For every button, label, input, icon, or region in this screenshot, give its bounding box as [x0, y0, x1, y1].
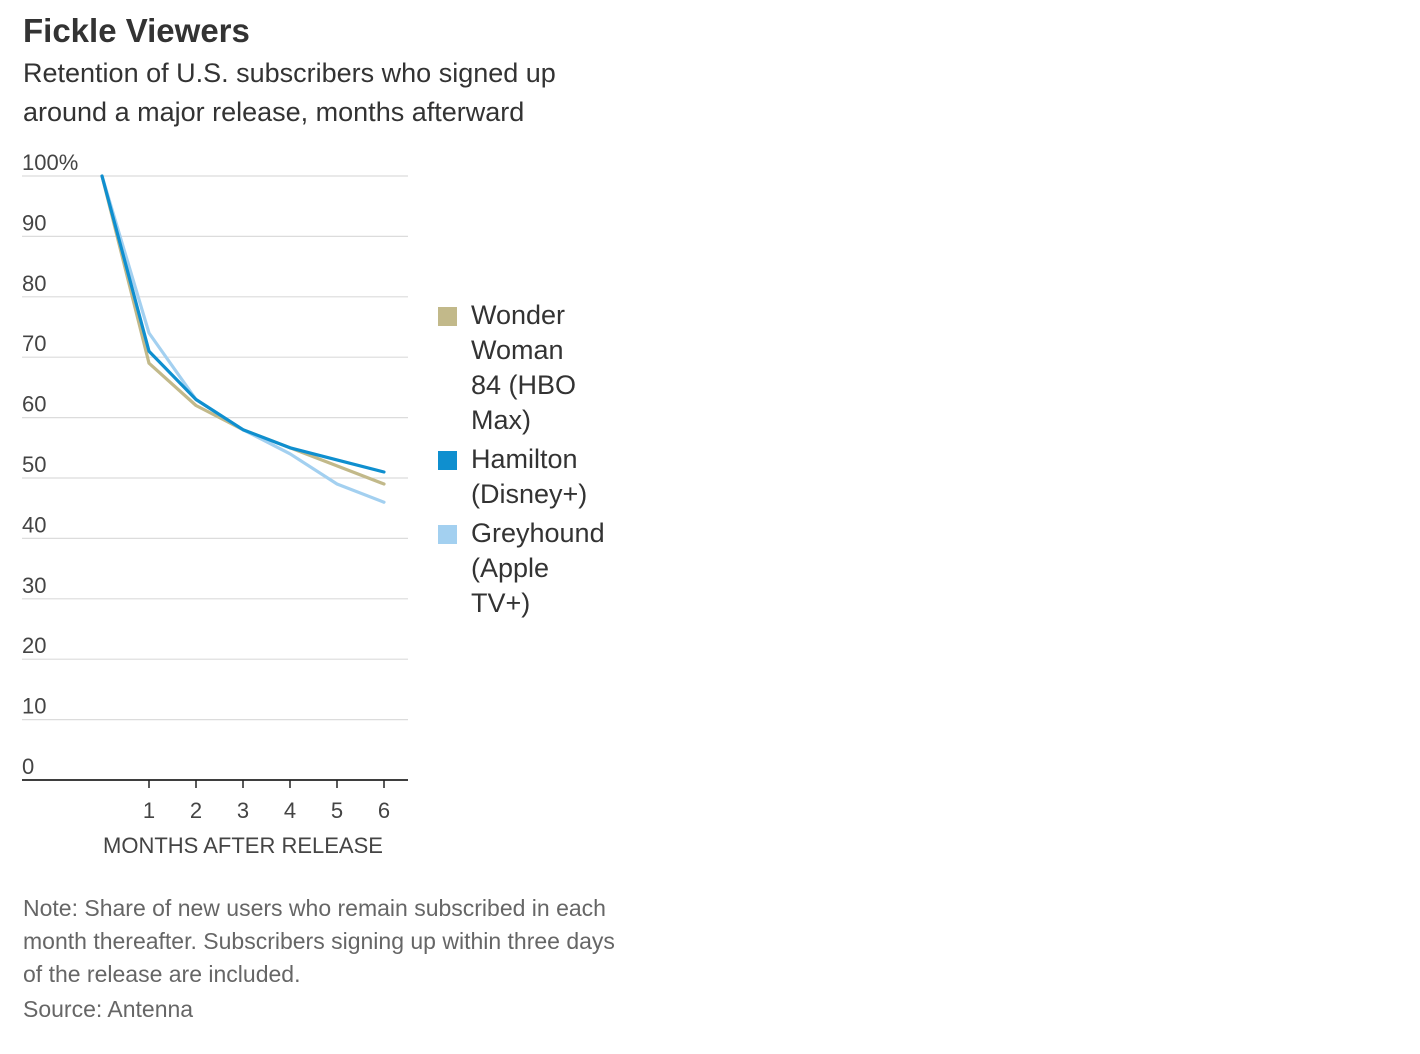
chart-source: Source: Antenna	[23, 996, 194, 1022]
y-tick-label-20: 20	[22, 633, 46, 658]
x-tick-label-6: 6	[378, 798, 390, 823]
y-tick-label-100: 100%	[22, 150, 78, 175]
legend-label-1: Hamilton (Disney+)	[471, 442, 587, 512]
y-tick-label-90: 90	[22, 210, 46, 235]
legend-label-0: Wonder Woman 84 (HBO Max)	[471, 298, 576, 438]
y-tick-label-0: 0	[22, 754, 34, 779]
chart-note: Note: Share of new users who remain subs…	[23, 895, 615, 987]
x-tick-label-5: 5	[331, 798, 343, 823]
series-lines	[100, 174, 386, 504]
y-tick-label-30: 30	[22, 573, 46, 598]
legend-label-line: Hamilton	[471, 444, 578, 474]
x-tick-label-3: 3	[237, 798, 249, 823]
legend-label-line: Wonder	[471, 300, 566, 330]
legend-swatch-2	[438, 525, 457, 544]
legend-item-0: Wonder Woman 84 (HBO Max)	[438, 298, 628, 438]
legend-label-line: (Apple	[471, 553, 550, 583]
legend-label-line: 84 (HBO	[471, 370, 577, 400]
y-tick-label-80: 80	[22, 271, 46, 296]
x-tick-label-4: 4	[284, 798, 296, 823]
legend-label-line: TV+)	[471, 588, 531, 618]
chart-title: Fickle Viewers	[23, 12, 250, 49]
chart-subtitle: Retention of U.S. subscribers who signed…	[23, 58, 556, 127]
legend-label-line: Greyhound	[471, 518, 605, 548]
legend-item-2: Greyhound (Apple TV+)	[438, 516, 628, 621]
legend-swatch-0	[438, 307, 457, 326]
series-line-1	[100, 174, 386, 474]
legend-label-line: Woman	[471, 335, 564, 365]
y-tick-label-50: 50	[22, 452, 46, 477]
y-tick-label-60: 60	[22, 392, 46, 417]
legend-label-line: (Disney+)	[471, 479, 588, 509]
x-tick-label-2: 2	[190, 798, 202, 823]
x-axis: 1 2 3 4 5 6	[22, 779, 408, 823]
gridlines	[22, 175, 408, 721]
line-chart: 0 10 20 30 40 50 60 70 80 90 100% 1 2 3 4 5 6 MONTHS AF…	[22, 150, 408, 858]
x-axis-title: MONTHS AFTER RELEASE	[103, 833, 383, 858]
y-tick-label-40: 40	[22, 512, 46, 537]
chart-legend: Wonder Woman 84 (HBO Max) Hamilton (Disney+) G…	[438, 298, 628, 625]
legend-label-line: Max)	[471, 405, 531, 435]
legend-label-2: Greyhound (Apple TV+)	[471, 516, 605, 621]
y-axis-ticks: 0 10 20 30 40 50 60 70 80 90 100%	[22, 150, 78, 779]
y-tick-label-10: 10	[22, 694, 46, 719]
legend-swatch-1	[438, 451, 457, 470]
legend-item-1: Hamilton (Disney+)	[438, 442, 628, 512]
y-tick-label-70: 70	[22, 331, 46, 356]
x-tick-label-1: 1	[143, 798, 155, 823]
